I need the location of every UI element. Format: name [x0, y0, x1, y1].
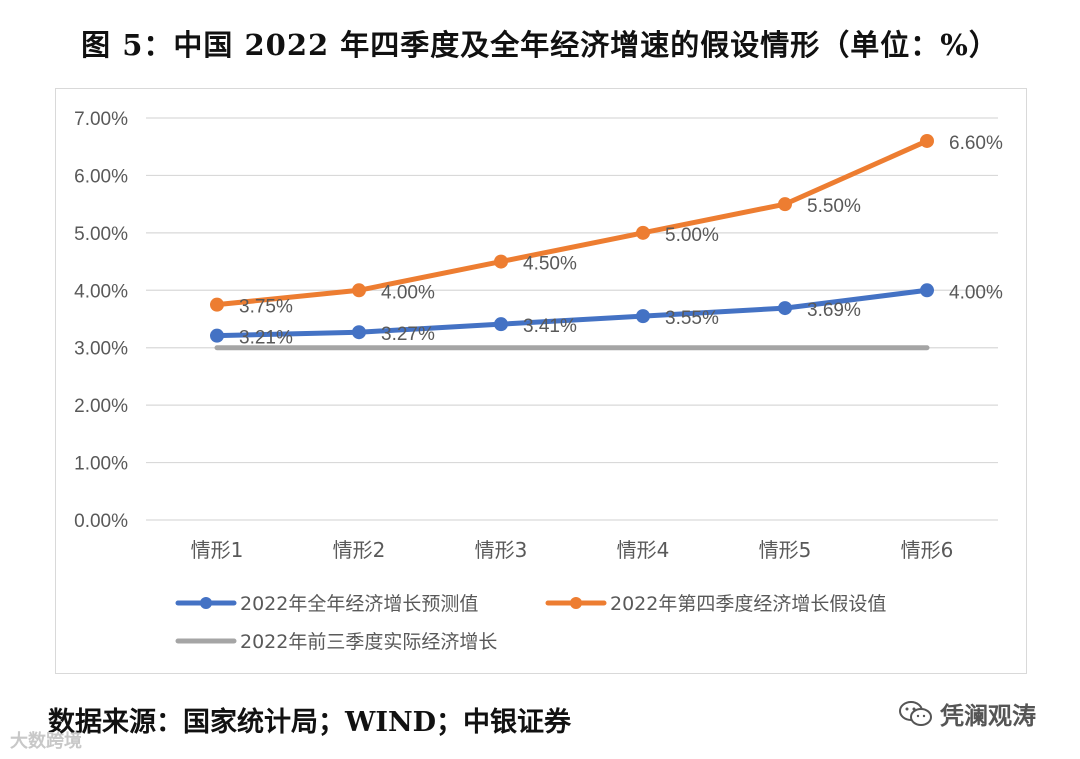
y-tick-label: 2.00%: [74, 396, 128, 417]
chart-title: 图 5：中国 2022 年四季度及全年经济增速的假设情形（单位：%）: [81, 28, 999, 62]
y-tick-label: 5.00%: [74, 224, 128, 245]
legend-marker: [570, 597, 582, 609]
chart-frame: [55, 88, 1027, 674]
data-point: [352, 283, 366, 298]
data-label: 5.00%: [665, 225, 719, 246]
data-label: 3.41%: [523, 316, 577, 337]
x-axis-ticks: 情形1 情形2 情形3 情形4 情形5 情形6: [191, 538, 954, 562]
data-point: [778, 301, 792, 316]
data-point: [352, 325, 366, 340]
y-tick-label: 1.00%: [74, 454, 128, 475]
data-point: [778, 197, 792, 212]
data-label: 4.50%: [523, 254, 577, 275]
x-tick-label: 情形3: [475, 538, 528, 562]
watermark-right-text: 凭澜观涛: [940, 702, 1036, 730]
data-label: 3.27%: [381, 324, 435, 345]
legend-label: 2022年第四季度经济增长假设值: [610, 593, 886, 615]
legend-label: 2022年前三季度实际经济增长: [240, 631, 497, 653]
data-point: [920, 133, 934, 148]
data-point: [494, 254, 508, 269]
series-line: [214, 138, 930, 308]
watermark-left: 大数跨境: [10, 731, 82, 752]
data-point: [636, 225, 650, 240]
series-line: [214, 287, 930, 339]
gridlines: [146, 117, 998, 521]
x-tick-label: 情形6: [901, 538, 954, 562]
data-point: [920, 283, 934, 298]
y-tick-label: 7.00%: [74, 109, 128, 130]
data-label: 4.00%: [381, 282, 435, 303]
data-label: 4.00%: [949, 282, 1003, 303]
data-label: 3.55%: [665, 308, 719, 329]
data-label: 3.21%: [239, 328, 293, 349]
y-tick-label: 6.00%: [74, 166, 128, 187]
data-point: [636, 309, 650, 324]
data-point: [494, 317, 508, 332]
data-label: 6.60%: [949, 133, 1003, 154]
data-point: [210, 297, 224, 312]
watermark-right: 凭澜观涛: [898, 696, 1036, 731]
source-note: 数据来源：国家统计局；WIND；中银证券: [48, 707, 572, 738]
wechat-icon: [899, 700, 932, 726]
legend: 2022年全年经济增长预测值 2022年第四季度经济增长假设值 2022年前三季度实…: [175, 593, 886, 653]
y-tick-label: 0.00%: [74, 511, 128, 532]
legend-marker: [200, 597, 212, 609]
data-label: 5.50%: [807, 196, 861, 217]
y-tick-label: 3.00%: [74, 339, 128, 360]
y-tick-label: 4.00%: [74, 281, 128, 302]
x-tick-label: 情形4: [617, 538, 670, 562]
data-label: 3.75%: [239, 297, 293, 318]
y-axis-ticks: 0.00% 1.00% 2.00% 3.00% 4.00% 5.00% 6.00% 7.00%: [74, 109, 128, 532]
data-point: [210, 328, 224, 343]
x-tick-label: 情形1: [191, 538, 244, 562]
data-label: 3.69%: [807, 300, 861, 321]
legend-label: 2022年全年经济增长预测值: [240, 593, 478, 615]
x-tick-label: 情形2: [333, 538, 386, 562]
series: 3.21% 3.27% 3.41% 3.55% 3.69% 4.00% 3.75% 4.00%…: [210, 133, 1003, 351]
x-tick-label: 情形5: [759, 538, 812, 562]
